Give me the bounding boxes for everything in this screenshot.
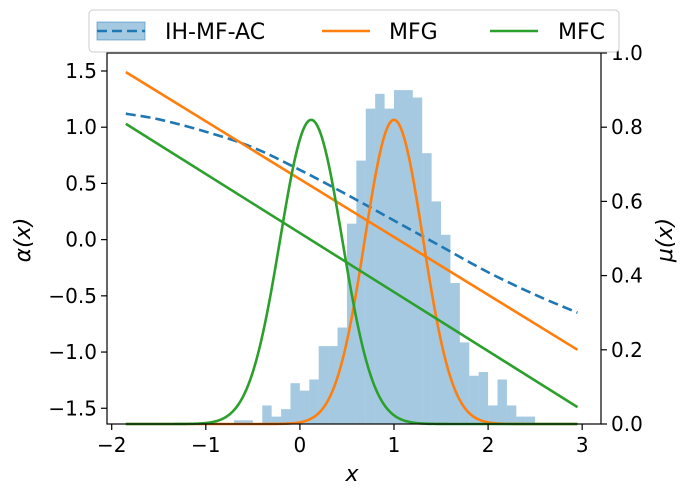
histogram-bar (318, 346, 329, 424)
right-y-tick-label: 0.0 (611, 412, 643, 436)
histogram-bar (281, 409, 291, 424)
plot-frame (106, 52, 602, 425)
left-y-tick-label: 1.0 (65, 115, 97, 139)
legend-label: MFG (389, 20, 438, 45)
x-tick-label: 1 (388, 433, 401, 457)
left-y-axis-label: α(x) (11, 218, 36, 263)
x-axis-label: x (344, 462, 359, 487)
histogram-bar (516, 416, 526, 424)
histogram-bar (478, 372, 489, 424)
right-y-tick-label: 0.6 (611, 189, 643, 213)
histogram-bar (393, 90, 404, 424)
histogram-bar (290, 383, 300, 424)
left-y-tick-label: −1.0 (48, 340, 97, 364)
histogram-bar (497, 379, 507, 424)
histogram-bar (506, 405, 517, 424)
histogram-bar (299, 390, 310, 424)
left-y-tick-label: 0.0 (65, 228, 97, 252)
histogram-bar (375, 93, 385, 424)
histogram-bar (271, 416, 282, 424)
histogram-bar (488, 405, 498, 424)
histogram-bar (459, 342, 470, 424)
x-tick-label: 2 (482, 433, 495, 457)
histogram-bar (441, 234, 451, 424)
x-tick-label: −1 (191, 433, 220, 457)
right-y-tick-label: 0.4 (611, 264, 643, 288)
histogram-bar (403, 90, 413, 424)
axes: −2 −1 0 1 2 3 −1.5 −1.0 −0.5 0.0 0.5 1.0 1.5 0.0 0.2 0.… (48, 41, 642, 457)
histogram-bar (328, 346, 338, 424)
histogram-bar (422, 153, 432, 425)
histogram-bar (262, 405, 272, 424)
series-line-mfc (125, 122, 579, 409)
legend: IH-MF-AC MFG MFC (88, 9, 620, 53)
histogram-bar (525, 416, 536, 424)
series-line-mfg (125, 71, 579, 351)
legend-label: IH-MF-AC (165, 20, 265, 45)
right-y-tick-label: 0.2 (611, 338, 643, 362)
left-y-tick-label: −1.5 (48, 396, 97, 420)
x-tick-label: 0 (294, 433, 307, 457)
x-tick-label: 3 (576, 433, 589, 457)
left-y-tick-label: −0.5 (48, 284, 97, 308)
histogram-bar (469, 375, 479, 424)
histogram-bar (309, 379, 319, 424)
histogram-bar (450, 283, 460, 424)
histogram-bar (243, 420, 253, 424)
x-tick-label: −2 (97, 433, 126, 457)
histogram-bar (356, 160, 366, 424)
histogram-bar (384, 108, 394, 425)
plot-area (125, 71, 579, 426)
legend-label: MFC (558, 20, 605, 45)
series-line-ih-mf-ac (125, 112, 578, 314)
left-y-tick-label: 1.5 (65, 59, 97, 83)
left-y-tick-label: 0.5 (65, 171, 97, 195)
histogram-bar (365, 108, 376, 425)
right-y-axis-label: μ(x) (653, 218, 678, 263)
histogram-bar (337, 327, 347, 424)
histogram-bar (412, 97, 423, 425)
right-y-tick-label: 0.8 (611, 115, 643, 139)
histogram-bar (234, 420, 244, 424)
